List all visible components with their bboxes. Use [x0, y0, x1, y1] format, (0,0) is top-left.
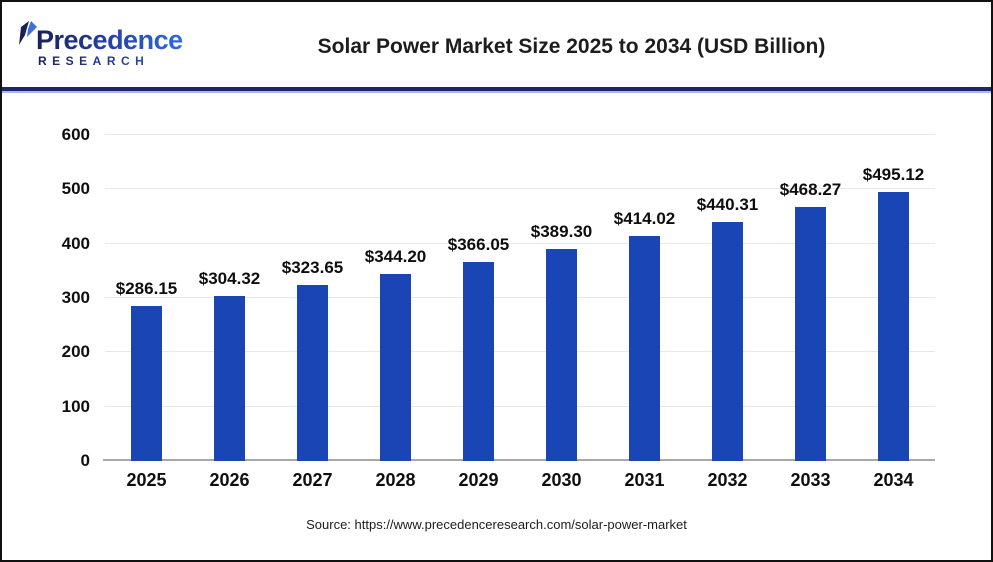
bar-2029 [463, 262, 494, 461]
header-divider [2, 87, 991, 91]
bar-2032 [712, 221, 743, 461]
bar-column-2030: $389.30 [520, 135, 603, 461]
bar-value-label: $414.02 [613, 209, 676, 229]
x-axis-tick-label: 2027 [292, 470, 333, 490]
header-divider-accent [2, 91, 991, 93]
source-text: Source: https://www.precedenceresearch.c… [306, 517, 687, 532]
bar-2027 [297, 285, 328, 461]
bar-2034 [878, 192, 909, 461]
y-axis-tick-label: 500 [61, 179, 90, 199]
x-axis-tick-label: 2028 [375, 470, 416, 490]
bar-value-label: $440.31 [696, 194, 759, 214]
precedence-research-logo: Precedence RESEARCH [19, 20, 216, 67]
x-axis-tick-label: 2029 [458, 470, 499, 490]
y-axis-tick-label: 300 [61, 288, 90, 307]
leaf-icon [19, 20, 37, 45]
chart-title: Solar Power Market Size 2025 to 2034 (US… [317, 34, 826, 58]
bar-column-2027: $323.65 [271, 135, 354, 461]
bar-column-2033: $468.27 [769, 135, 852, 461]
bar-value-label: $366.05 [447, 235, 510, 255]
bar-2026 [214, 295, 245, 461]
x-axis-tick-label: 2025 [126, 470, 167, 490]
x-axis-tick-label: 2032 [707, 470, 748, 490]
bar-value-label: $389.30 [530, 222, 593, 242]
bar-column-2026: $304.32 [188, 135, 271, 461]
bar-value-label: $304.32 [198, 268, 261, 288]
gridline [105, 188, 935, 190]
y-axis-tick-label: 200 [61, 342, 90, 362]
x-axis-tick-label: 2031 [624, 470, 665, 490]
bar-column-2031: $414.02 [603, 135, 686, 461]
gridline [105, 405, 935, 407]
x-axis-tick-label: 2030 [541, 470, 582, 490]
logo-subtext: RESEARCH [24, 55, 216, 67]
logo-wordmark: Precedence [19, 20, 183, 55]
x-axis-line [103, 459, 935, 461]
bar-2030 [546, 249, 577, 461]
bar-2025 [131, 305, 162, 461]
y-axis-tick-label: 400 [61, 233, 90, 253]
bars-container: $286.15 $304.32 $323.65 $344.20 $366.05 $389.… [105, 135, 935, 461]
gridline [105, 242, 935, 244]
bar-column-2034: $495.12 [852, 135, 935, 461]
x-axis: 2025 2026 2027 2028 2029 2030 2031 2032 2033 2034 [105, 470, 935, 491]
bar-value-label: $323.65 [281, 258, 344, 278]
header: Precedence RESEARCH Solar Power Market S… [2, 2, 991, 87]
chart-section: 0 100 200 300 400 500 600 $286.15 $304.32 $323.65… [2, 93, 991, 560]
x-axis-tick-label: 2034 [873, 470, 914, 490]
plot-area: 0 100 200 300 400 500 600 $286.15 $304.32 $323.65… [62, 125, 935, 470]
gridline [105, 351, 935, 353]
bar-2033 [795, 206, 826, 461]
gridline [105, 297, 935, 298]
bar-2031 [629, 236, 660, 461]
x-axis-tick-label: 2033 [790, 470, 831, 490]
logo-text: Precedence [36, 24, 183, 55]
gridline [105, 134, 935, 135]
y-axis-tick-label: 0 [80, 451, 90, 470]
bar-2028 [380, 274, 411, 461]
bar-value-label: $468.27 [779, 179, 842, 199]
bar-column-2029: $366.05 [437, 135, 520, 461]
bar-value-label: $495.12 [862, 165, 925, 184]
bar-value-label: $286.15 [115, 278, 178, 298]
x-axis-tick-label: 2026 [209, 470, 250, 490]
y-axis-tick-label: 100 [61, 396, 90, 416]
bar-column-2032: $440.31 [686, 135, 769, 461]
y-axis-tick-label: 600 [61, 125, 90, 144]
bar-value-label: $344.20 [364, 247, 427, 266]
bar-column-2025: $286.15 [105, 135, 188, 461]
bar-column-2028: $344.20 [354, 135, 437, 461]
